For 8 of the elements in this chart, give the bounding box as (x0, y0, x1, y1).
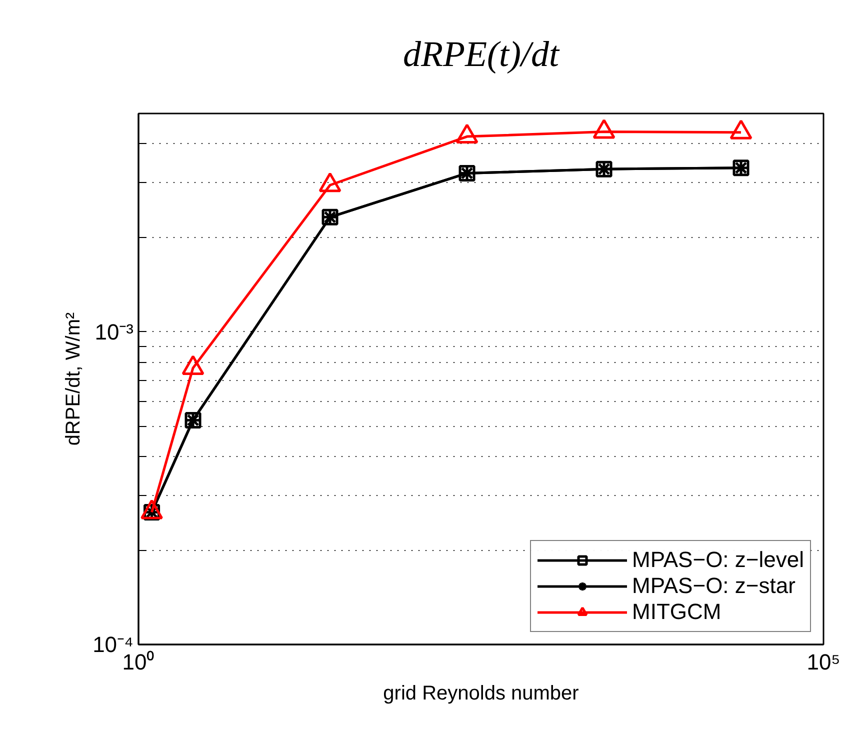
y-axis-title: dRPE/dt, W/m² (62, 312, 85, 446)
x-tick-label: 10⁵ (806, 650, 840, 674)
chart-title: dRPE(t)/dt (403, 32, 559, 76)
legend-label: MPAS−O: z−level (632, 547, 804, 573)
legend-label: MPAS−O: z−star (632, 573, 796, 599)
x-axis-title: grid Reynolds number (383, 682, 580, 704)
y-tick-label: 10⁻³ (94, 319, 134, 344)
legend-label: MITGCM (632, 599, 722, 625)
